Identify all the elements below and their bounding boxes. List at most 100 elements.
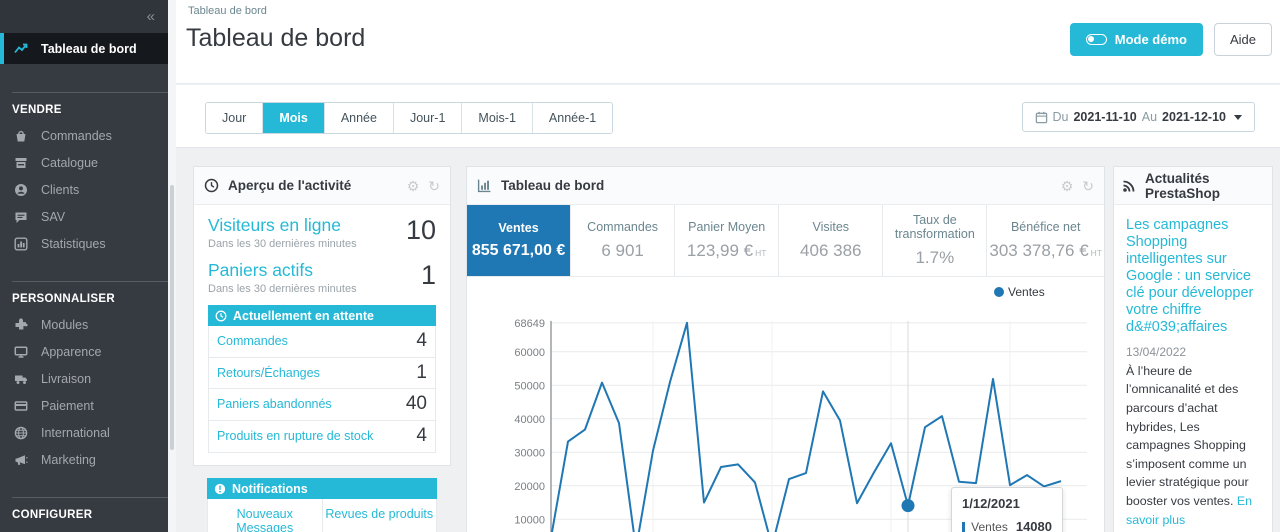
kpi-tab-taux-transformation[interactable]: Taux de transformation 1.7%: [883, 205, 988, 276]
filter-band: Jour Mois Année Jour-1 Mois-1 Année-1 Du…: [176, 85, 1280, 148]
rupture-stock-link[interactable]: Produits en rupture de stock: [217, 429, 374, 444]
kpi-label: Visites: [812, 219, 850, 234]
list-item: Produits en rupture de stock 4: [209, 421, 435, 453]
notifications-header: Notifications: [207, 478, 437, 499]
sidebar-item-modules[interactable]: Modules: [0, 311, 168, 338]
toggle-icon: [1085, 34, 1107, 45]
metric-paniers: Paniers actifs Dans les 30 dernières min…: [194, 250, 450, 295]
rupture-stock-count: 4: [416, 425, 427, 447]
dashboard-chart-panel: Tableau de bord ⚙ ↻ Ventes 855 671,00 € …: [466, 166, 1105, 532]
tooltip-date: 1/12/2021: [962, 496, 1020, 511]
en-savoir-plus-link[interactable]: En savoir plus: [1126, 493, 1253, 527]
commandes-link[interactable]: Commandes: [217, 334, 288, 349]
date-from-label: Du: [1052, 110, 1069, 124]
svg-text:50000: 50000: [514, 380, 545, 392]
globe-icon: [14, 426, 28, 439]
store-icon: [15, 157, 27, 168]
sidebar-item-apparence[interactable]: Apparence: [0, 338, 168, 365]
news-panel-title: Actualités PrestaShop: [1145, 170, 1221, 201]
news-item-date: 13/04/2022: [1126, 344, 1187, 359]
sidebar-item-catalogue[interactable]: Catalogue: [0, 149, 168, 176]
gear-icon[interactable]: ⚙: [1060, 177, 1074, 194]
kpi-label: Commandes: [587, 219, 659, 234]
sidebar-item-label: Paiement: [41, 398, 94, 413]
sidebar-item-tableau-de-bord[interactable]: Tableau de bord: [0, 33, 168, 64]
sidebar-divider: [12, 92, 168, 93]
filter-annee-1[interactable]: Année-1: [532, 103, 613, 133]
filter-annee[interactable]: Année: [324, 103, 394, 133]
retours-link[interactable]: Retours/Échanges: [217, 365, 320, 380]
svg-text:20000: 20000: [514, 481, 545, 493]
puzzle-icon: [15, 317, 28, 329]
kpi-suffix: HT: [755, 248, 767, 259]
paniers-actifs-link[interactable]: Paniers actifs: [208, 260, 314, 280]
sales-chart[interactable]: 10000 20000 30000 40000 50000 60000 68649 Vente…: [467, 277, 1104, 532]
filter-mois-1[interactable]: Mois-1: [462, 103, 533, 133]
dashboard-panel-title: Tableau de bord: [501, 178, 605, 193]
svg-text:68649: 68649: [514, 318, 545, 330]
kpi-suffix: HT: [1090, 248, 1102, 259]
help-button[interactable]: Aide: [1213, 23, 1272, 56]
svg-text:10000: 10000: [514, 514, 545, 526]
kpi-value: 303 378,76 € HT: [989, 241, 1102, 261]
retours-count: 1: [416, 361, 427, 383]
filter-jour[interactable]: Jour: [206, 103, 264, 133]
tooltip-value: 14080: [1015, 519, 1052, 532]
sidebar-item-marketing[interactable]: Marketing: [0, 446, 168, 473]
svg-text:Ventes: Ventes: [1008, 285, 1045, 299]
tab-revues-produits[interactable]: Revues de produits: [322, 499, 436, 532]
news-item-title[interactable]: Les campagnes Shopping intelligentes sur…: [1126, 217, 1254, 335]
kpi-value: 406 386: [800, 241, 862, 261]
sidebar-section-vendre: VENDRE: [12, 104, 62, 116]
paniers-abandonnes-count: 40: [405, 393, 427, 415]
paniers-count: 1: [420, 260, 436, 290]
sidebar-item-sav[interactable]: SAV: [0, 203, 168, 230]
demo-mode-label: Mode démo: [1114, 32, 1187, 47]
sidebar-item-international[interactable]: International: [0, 419, 168, 446]
list-item: Paniers abandonnés 40: [209, 389, 435, 421]
column-chart-icon: [477, 179, 491, 193]
kpi-tab-visites[interactable]: Visites 406 386: [779, 205, 884, 276]
collapse-sidebar-icon[interactable]: «: [146, 8, 155, 25]
list-item: Commandes 4: [209, 326, 435, 358]
sidebar-item-label: Clients: [41, 182, 80, 197]
kpi-value: 1.7%: [915, 248, 955, 268]
kpi-tab-benefice-net[interactable]: Bénéfice net 303 378,76 € HT: [987, 205, 1104, 276]
credit-card-icon: [14, 400, 28, 411]
visiteurs-en-ligne-link[interactable]: Visiteurs en ligne: [208, 215, 341, 235]
sidebar: « Tableau de bord VENDRE Commandes Catal…: [0, 0, 168, 532]
notifications-section: Notifications Nouveaux Messages Revues d…: [193, 478, 451, 532]
kpi-tab-panier-moyen[interactable]: Panier Moyen 123,99 € HT: [675, 205, 780, 276]
date-range-picker[interactable]: Du 2021-11-10 Au 2021-12-10: [1021, 102, 1255, 132]
kpi-tab-commandes[interactable]: Commandes 6 901: [571, 205, 676, 276]
gear-icon[interactable]: ⚙: [406, 177, 420, 194]
sidebar-item-livraison[interactable]: Livraison: [0, 365, 168, 392]
sidebar-item-label: Statistiques: [41, 236, 106, 251]
time-range-group: Jour Mois Année Jour-1 Mois-1 Année-1: [205, 102, 614, 134]
date-to-value: 2021-12-10: [1162, 110, 1226, 124]
sidebar-divider: [12, 497, 168, 498]
chevron-down-icon: [1234, 114, 1242, 120]
tab-nouveaux-messages[interactable]: Nouveaux Messages: [208, 499, 323, 532]
refresh-icon[interactable]: ↻: [1082, 177, 1094, 194]
sidebar-item-statistiques[interactable]: Statistiques: [0, 230, 168, 257]
kpi-label: Panier Moyen: [688, 219, 766, 234]
sidebar-item-commandes[interactable]: Commandes: [0, 122, 168, 149]
sidebar-item-label: Tableau de bord: [41, 41, 137, 56]
kpi-tab-ventes[interactable]: Ventes 855 671,00 €: [467, 205, 572, 276]
sidebar-item-label: Livraison: [41, 371, 92, 386]
sidebar-item-clients[interactable]: Clients: [0, 176, 168, 203]
date-to-label: Au: [1141, 110, 1158, 124]
metric-subtitle: Dans les 30 dernières minutes: [208, 238, 357, 250]
series-swatch-icon: [962, 521, 966, 532]
paniers-abandonnes-link[interactable]: Paniers abandonnés: [217, 397, 332, 412]
refresh-icon[interactable]: ↻: [428, 177, 440, 194]
filter-jour-1[interactable]: Jour-1: [393, 103, 463, 133]
sidebar-item-paiement[interactable]: Paiement: [0, 392, 168, 419]
filter-mois[interactable]: Mois: [263, 103, 325, 133]
sidebar-section-personnaliser: PERSONNALISER: [12, 293, 115, 305]
breadcrumb: Tableau de bord: [188, 5, 267, 17]
demo-mode-button[interactable]: Mode démo: [1069, 23, 1203, 56]
sidebar-scrollbar-thumb[interactable]: [170, 185, 174, 450]
page-title: Tableau de bord: [186, 24, 366, 52]
